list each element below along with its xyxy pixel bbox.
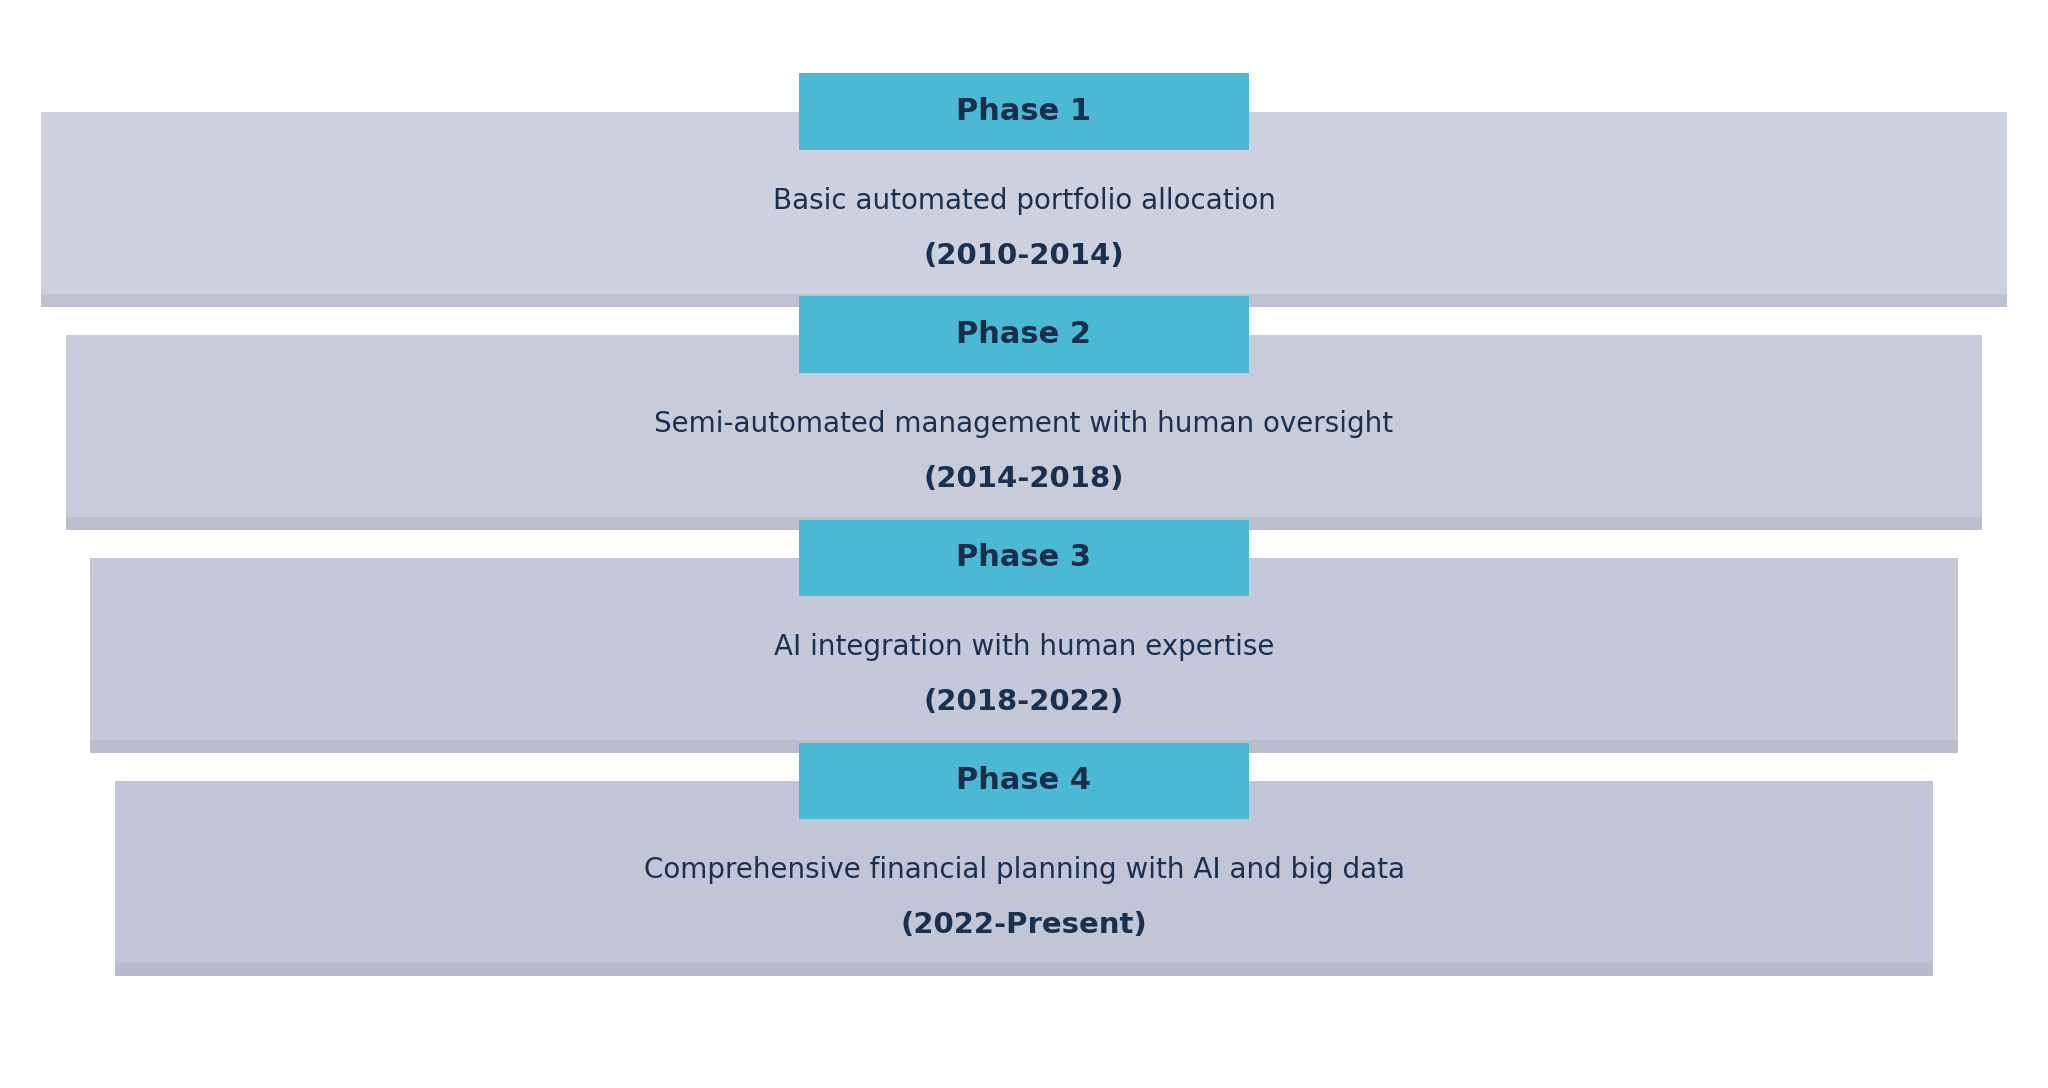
- Text: (2018-2022): (2018-2022): [924, 688, 1124, 716]
- Text: (2014-2018): (2014-2018): [924, 465, 1124, 493]
- Text: Phase 3: Phase 3: [956, 543, 1092, 572]
- FancyBboxPatch shape: [115, 781, 1933, 977]
- FancyBboxPatch shape: [115, 964, 1933, 977]
- FancyBboxPatch shape: [66, 518, 1982, 531]
- FancyBboxPatch shape: [90, 557, 1958, 754]
- FancyBboxPatch shape: [41, 294, 2007, 307]
- Text: Phase 4: Phase 4: [956, 766, 1092, 795]
- FancyBboxPatch shape: [41, 112, 2007, 307]
- Text: Phase 1: Phase 1: [956, 97, 1092, 126]
- Text: Basic automated portfolio allocation: Basic automated portfolio allocation: [772, 187, 1276, 215]
- Text: AI integration with human expertise: AI integration with human expertise: [774, 633, 1274, 662]
- FancyBboxPatch shape: [799, 74, 1249, 150]
- Text: (2010-2014): (2010-2014): [924, 242, 1124, 270]
- FancyBboxPatch shape: [799, 297, 1249, 373]
- FancyBboxPatch shape: [799, 742, 1249, 819]
- Text: Comprehensive financial planning with AI and big data: Comprehensive financial planning with AI…: [643, 856, 1405, 885]
- FancyBboxPatch shape: [90, 741, 1958, 754]
- FancyBboxPatch shape: [799, 520, 1249, 596]
- Text: Semi-automated management with human oversight: Semi-automated management with human ove…: [655, 410, 1393, 438]
- Text: Phase 2: Phase 2: [956, 320, 1092, 349]
- FancyBboxPatch shape: [66, 335, 1982, 531]
- Text: (2022-Present): (2022-Present): [901, 911, 1147, 939]
